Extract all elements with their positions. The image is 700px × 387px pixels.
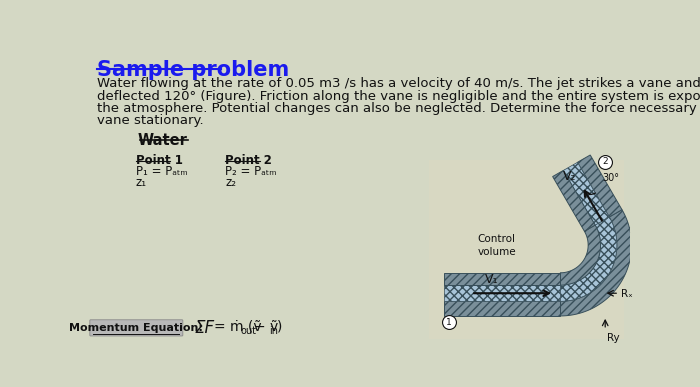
Polygon shape	[578, 155, 622, 217]
Text: 2: 2	[602, 157, 608, 166]
Text: Point 2: Point 2	[225, 154, 272, 167]
Text: ): )	[276, 320, 282, 334]
Polygon shape	[560, 217, 617, 301]
Bar	[444, 273, 560, 285]
Text: ΣF: ΣF	[195, 319, 215, 337]
Text: the atmosphere. Potential changes can also be neglected. Determine the force nec: the atmosphere. Potential changes can al…	[97, 102, 700, 115]
Text: z₂: z₂	[225, 176, 237, 189]
Polygon shape	[560, 225, 601, 285]
Text: 1: 1	[446, 318, 452, 327]
Text: x: x	[624, 226, 631, 235]
Bar	[428, 160, 624, 339]
Bar	[444, 285, 560, 301]
Text: z₁: z₁	[136, 176, 147, 189]
Text: deflected 120° (Figure). Friction along the vane is negligible and the entire sy: deflected 120° (Figure). Friction along …	[97, 89, 700, 103]
Text: Water: Water	[138, 133, 188, 148]
Text: Rₓ: Rₓ	[621, 289, 633, 299]
Bar	[444, 301, 560, 316]
Text: vane stationary.: vane stationary.	[97, 114, 204, 127]
Polygon shape	[564, 162, 609, 225]
Text: = ṁ (ṽ: = ṁ (ṽ	[214, 320, 262, 334]
Text: y: y	[603, 200, 609, 211]
Text: Sample problem: Sample problem	[97, 60, 289, 80]
Text: V₁: V₁	[485, 273, 499, 286]
Text: Point 1: Point 1	[136, 154, 183, 167]
Text: P₁ = Pₐₜₘ: P₁ = Pₐₜₘ	[136, 165, 188, 178]
Text: − ṽ: − ṽ	[254, 320, 279, 334]
Polygon shape	[552, 170, 595, 231]
Text: P₂ = Pₐₜₘ: P₂ = Pₐₜₘ	[225, 165, 277, 178]
FancyBboxPatch shape	[90, 320, 183, 336]
Text: out: out	[240, 325, 256, 336]
Text: 30°: 30°	[602, 173, 620, 183]
Text: Ry: Ry	[607, 333, 620, 343]
Text: Water flowing at the rate of 0.05 m3 /s has a velocity of 40 m/s. The jet strike: Water flowing at the rate of 0.05 m3 /s …	[97, 77, 700, 90]
Text: V₂: V₂	[563, 170, 576, 183]
Text: Control
volume: Control volume	[477, 233, 516, 257]
Text: Momentum Equation:: Momentum Equation:	[69, 323, 203, 333]
Polygon shape	[560, 210, 631, 316]
Text: in: in	[269, 325, 278, 336]
